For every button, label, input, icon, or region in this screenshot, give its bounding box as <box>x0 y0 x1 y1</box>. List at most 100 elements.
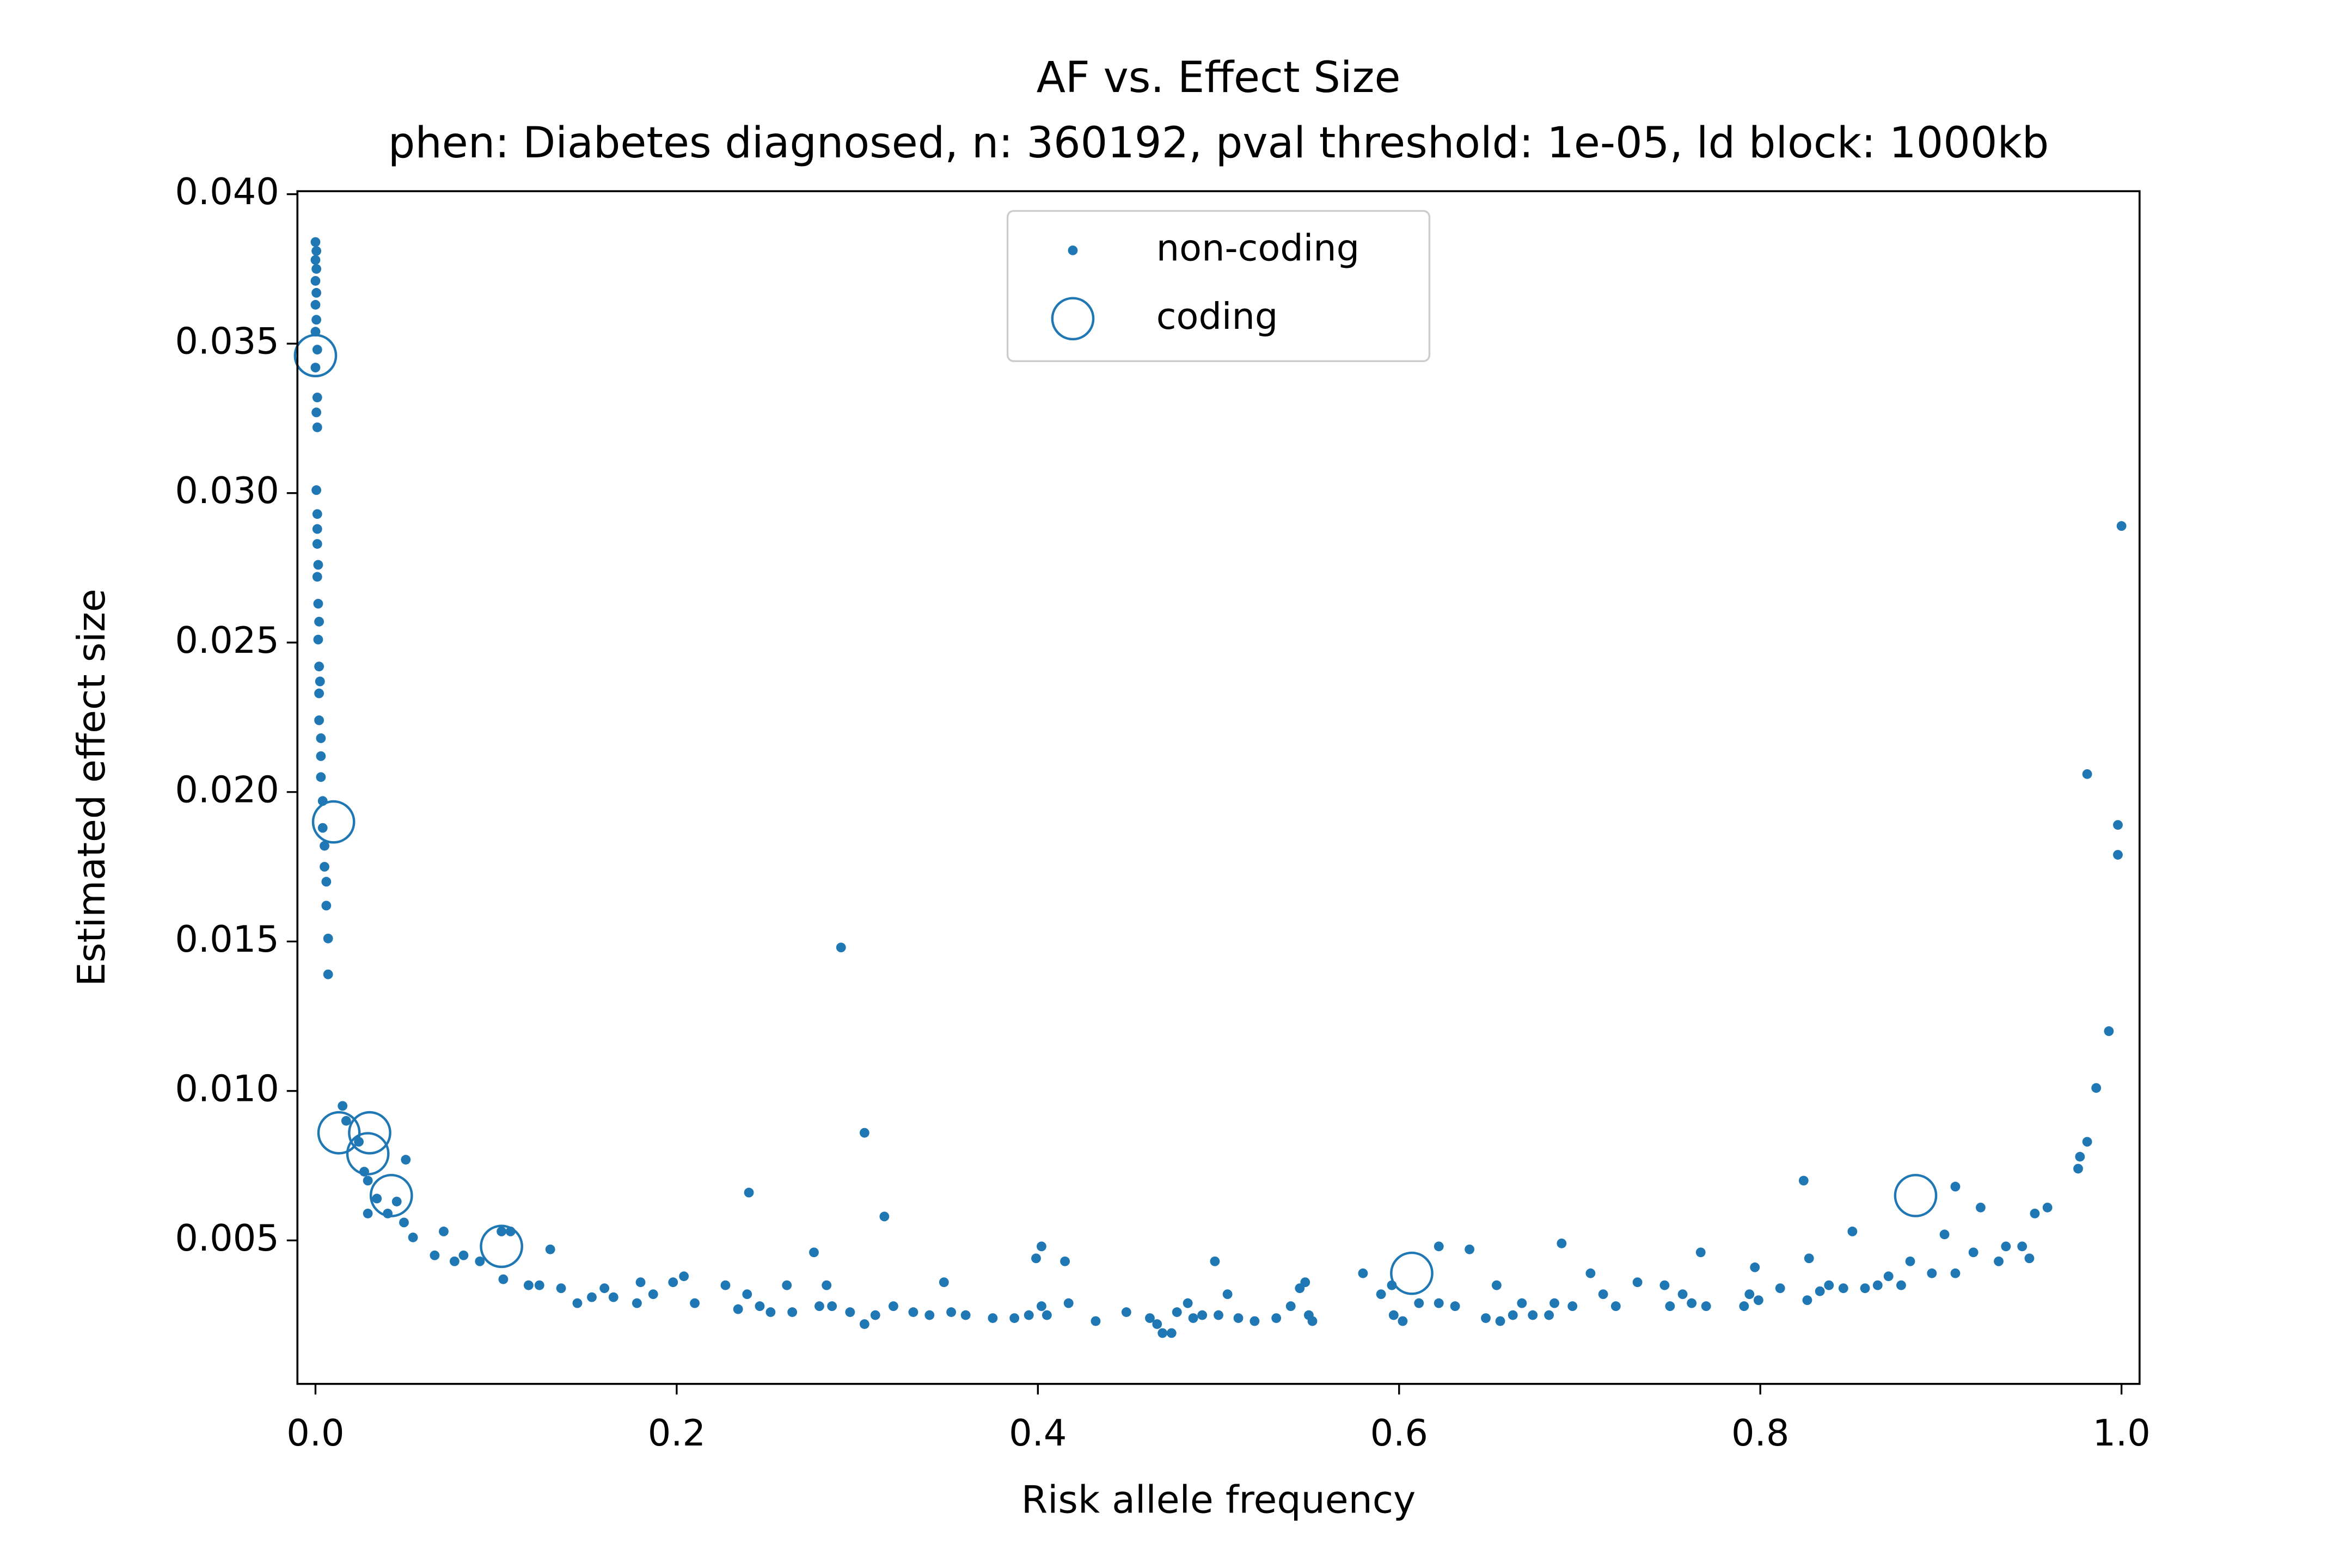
y-tick-label: 0.005 <box>175 1217 279 1259</box>
plot-frame <box>296 190 2141 1385</box>
non-coding-point <box>2082 1137 2092 1147</box>
non-coding-point <box>572 1298 583 1308</box>
non-coding-point <box>1775 1283 1785 1294</box>
non-coding-point <box>1042 1310 1052 1320</box>
non-coding-point <box>1271 1313 1282 1323</box>
legend-label: non-coding <box>1156 226 1359 269</box>
coding-point <box>311 800 356 844</box>
non-coding-point <box>1188 1313 1198 1323</box>
non-coding-point <box>320 862 329 872</box>
non-coding-point <box>313 560 323 570</box>
non-coding-point <box>1517 1298 1527 1308</box>
non-coding-point <box>313 598 323 609</box>
non-coding-point <box>1145 1313 1155 1323</box>
non-coding-point <box>2104 1026 2114 1036</box>
non-coding-point <box>809 1247 819 1258</box>
coding-point <box>293 334 338 378</box>
y-tick-label: 0.030 <box>175 469 279 512</box>
non-coding-point <box>1210 1256 1220 1266</box>
non-coding-point <box>1905 1256 1915 1266</box>
x-tick-label: 0.8 <box>1731 1412 1789 1454</box>
non-coding-point <box>1063 1298 1074 1308</box>
non-coding-point <box>608 1292 618 1302</box>
coding-point <box>480 1224 523 1269</box>
non-coding-point <box>1183 1298 1193 1308</box>
non-coding-point <box>1214 1310 1223 1320</box>
non-coding-point <box>1824 1280 1834 1290</box>
non-coding-point <box>449 1256 460 1266</box>
non-coding-point <box>1838 1283 1848 1294</box>
non-coding-point <box>323 969 333 979</box>
y-tick-label: 0.025 <box>175 619 279 661</box>
non-coding-point <box>587 1292 597 1302</box>
legend-box <box>1006 210 1431 363</box>
non-coding-point <box>1632 1277 1643 1288</box>
non-coding-point <box>317 823 328 833</box>
non-coding-point <box>1508 1310 1518 1320</box>
non-coding-point <box>341 1116 351 1126</box>
non-coding-point <box>314 661 324 672</box>
non-coding-point <box>1172 1307 1182 1317</box>
x-tick-label: 1.0 <box>2092 1412 2150 1454</box>
non-coding-point <box>497 1226 507 1236</box>
non-coding-point <box>1585 1268 1596 1278</box>
x-tick-label: 0.4 <box>1009 1412 1067 1454</box>
non-coding-point <box>312 539 322 549</box>
non-coding-point <box>321 877 332 887</box>
non-coding-point <box>668 1277 678 1288</box>
y-tick-label: 0.020 <box>175 768 279 811</box>
non-coding-point <box>1567 1301 1578 1312</box>
non-coding-point <box>312 572 322 582</box>
non-coding-point <box>814 1301 824 1312</box>
non-coding-point <box>1549 1298 1559 1308</box>
non-coding-point <box>1798 1175 1809 1186</box>
non-coding-point <box>1009 1313 1020 1323</box>
non-coding-point <box>312 509 322 519</box>
non-coding-point <box>458 1250 469 1260</box>
non-coding-point <box>632 1298 642 1308</box>
y-tick-label: 0.035 <box>175 320 279 363</box>
legend-marker <box>1068 245 1078 255</box>
non-coding-point <box>1233 1313 1244 1323</box>
non-coding-point <box>939 1277 949 1288</box>
non-coding-point <box>316 772 326 782</box>
non-coding-point <box>1376 1289 1386 1300</box>
non-coding-point <box>310 299 321 310</box>
non-coding-point <box>475 1256 485 1266</box>
non-coding-point <box>859 1128 869 1138</box>
non-coding-point <box>523 1280 534 1290</box>
non-coding-point <box>733 1304 743 1314</box>
non-coding-point <box>908 1307 918 1317</box>
non-coding-point <box>1250 1316 1260 1326</box>
non-coding-point <box>314 715 324 725</box>
non-coding-point <box>323 933 333 944</box>
non-coding-point <box>314 688 324 699</box>
non-coding-point <box>556 1283 566 1294</box>
non-coding-point <box>1557 1238 1567 1248</box>
coding-point <box>1894 1174 1938 1217</box>
non-coding-point <box>599 1283 610 1294</box>
non-coding-point <box>2017 1241 2028 1252</box>
non-coding-point <box>1739 1301 1749 1312</box>
non-coding-point <box>430 1250 440 1260</box>
non-coding-point <box>311 264 322 274</box>
non-coding-point <box>1307 1316 1318 1326</box>
non-coding-point <box>1927 1268 1937 1278</box>
non-coding-point <box>1285 1301 1296 1312</box>
non-coding-point <box>2091 1083 2102 1093</box>
non-coding-point <box>2113 820 2123 830</box>
non-coding-point <box>1802 1295 1812 1306</box>
non-coding-point <box>755 1301 765 1312</box>
non-coding-point <box>545 1244 555 1254</box>
non-coding-point <box>924 1310 935 1320</box>
non-coding-point <box>1665 1301 1675 1312</box>
non-coding-point <box>1860 1283 1870 1294</box>
non-coding-point <box>310 237 321 247</box>
non-coding-point <box>311 246 322 256</box>
non-coding-point <box>1847 1226 1858 1236</box>
non-coding-point <box>1495 1316 1505 1326</box>
non-coding-point <box>1060 1256 1070 1266</box>
non-coding-point <box>498 1274 509 1284</box>
coding-point <box>346 1132 390 1175</box>
